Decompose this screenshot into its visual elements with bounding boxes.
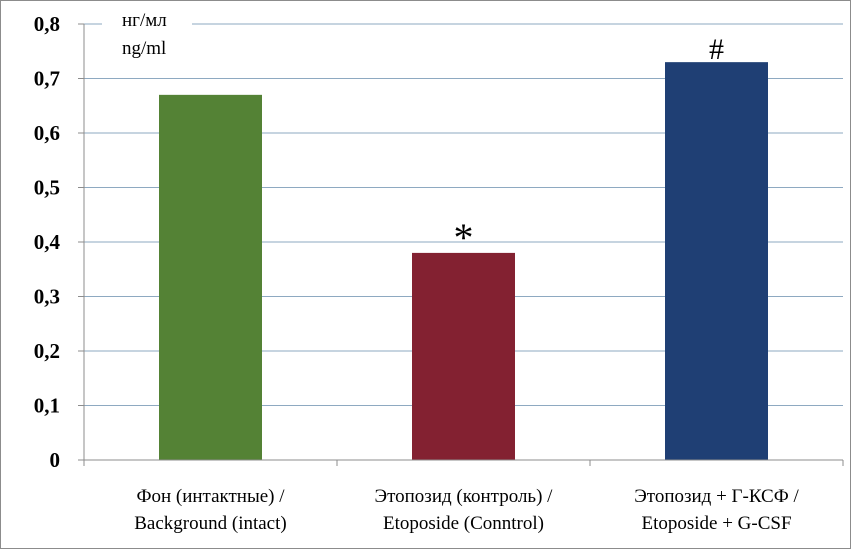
unit-label-line: ng/ml [122, 38, 166, 59]
x-category-label: Фон (интактные) / [136, 486, 285, 507]
bar-annotation: # [709, 33, 724, 66]
bars [159, 62, 768, 461]
x-category-label: Этопозид (контроль) / [375, 486, 554, 507]
bar [665, 62, 768, 461]
y-tick-label: 0,1 [34, 394, 60, 418]
bar-annotation: * [454, 215, 474, 260]
bar-annotations: *# [454, 33, 725, 260]
x-category-label: Этопозид + Г-КСФ / [634, 486, 799, 507]
y-tick-labels: 0 0,1 0,2 0,3 0,4 0,5 0,6 0,7 0,8 [34, 12, 61, 472]
unit-label: нг/мл ng/ml [102, 6, 192, 62]
y-tick-label: 0,2 [34, 339, 60, 363]
x-category-label: Etoposide (Conntrol) [383, 513, 544, 534]
y-tick-label: 0,4 [34, 230, 61, 254]
bar [159, 94, 262, 460]
y-tick-label: 0,8 [34, 12, 60, 36]
y-tick-label: 0,3 [34, 285, 60, 309]
unit-label-line: нг/мл [122, 10, 167, 31]
axes [78, 23, 844, 466]
x-category-labels: Фон (интактные) / Background (intact) Этоп… [134, 486, 799, 534]
bar [412, 252, 515, 460]
x-category-label: Background (intact) [134, 513, 286, 534]
x-category-label: Etoposide + G-CSF [641, 513, 791, 534]
y-tick-label: 0,6 [34, 121, 60, 145]
unit-label-background [102, 6, 192, 62]
y-tick-label: 0,5 [34, 176, 60, 200]
y-tick-label: 0,7 [34, 67, 60, 91]
y-tick-label: 0 [50, 448, 61, 472]
